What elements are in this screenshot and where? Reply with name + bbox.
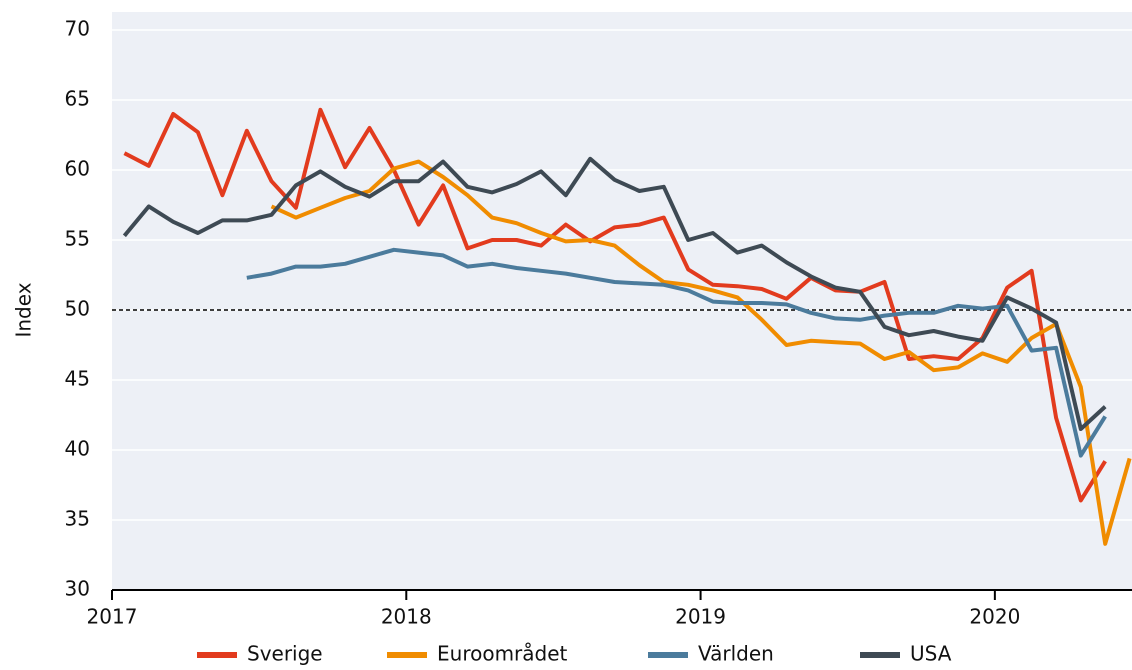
y-tick-label: 30 xyxy=(65,577,90,601)
series-line xyxy=(123,107,1107,503)
series-line xyxy=(122,156,1107,431)
y-tick-label: 60 xyxy=(65,157,90,181)
y-tick-label: 65 xyxy=(65,87,90,111)
x-tick-label: 2020 xyxy=(969,605,1020,629)
x-tick-label: 2017 xyxy=(87,605,138,629)
x-tick-label: 2018 xyxy=(381,605,432,629)
y-tick-label: 50 xyxy=(65,297,90,321)
y-tick-label: 40 xyxy=(65,437,90,461)
legend-label: Världen xyxy=(698,642,774,666)
legend-label: Sverige xyxy=(247,642,323,666)
series-line xyxy=(270,159,1132,546)
legend-label: Euroområdet xyxy=(437,642,568,666)
x-tick-label: 2019 xyxy=(675,605,726,629)
y-axis-label: Index xyxy=(12,282,36,337)
legend-label: USA xyxy=(910,642,952,666)
plot-area xyxy=(112,12,1132,590)
y-tick-label: 70 xyxy=(65,17,90,41)
series-line xyxy=(246,247,1107,458)
y-tick-label: 45 xyxy=(65,367,90,391)
y-tick-label: 55 xyxy=(65,227,90,251)
y-tick-label: 35 xyxy=(65,507,90,531)
